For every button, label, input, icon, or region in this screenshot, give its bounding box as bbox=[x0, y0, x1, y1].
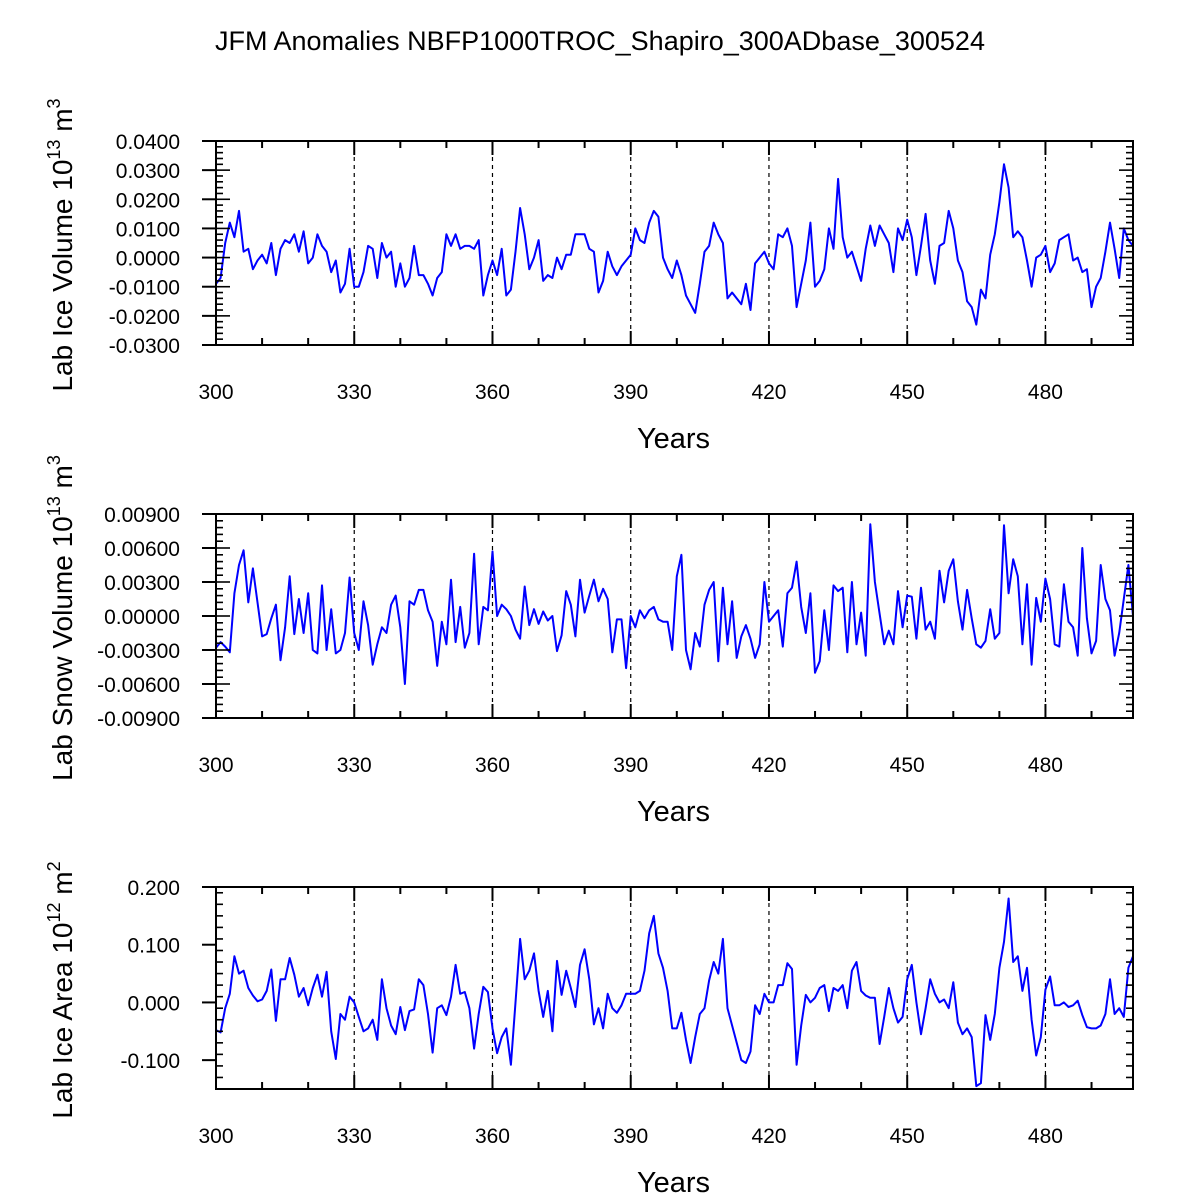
y-tick-label: 0.000 bbox=[127, 992, 180, 1015]
x-tick-label: 480 bbox=[1028, 1125, 1063, 1148]
x-axis-label: Years bbox=[637, 796, 710, 828]
y-tick-label: -0.00900 bbox=[97, 708, 180, 731]
x-tick-label: 420 bbox=[751, 1125, 786, 1148]
panel-2: 300 330 360 390 420 450 480 -0.00900 -0.00600 -0.… bbox=[44, 455, 1134, 828]
y-axis-label-exponent: 12 bbox=[44, 902, 64, 922]
x-tick-label: 330 bbox=[337, 381, 372, 404]
y-tick-label: -0.0300 bbox=[109, 335, 180, 358]
y-tick-label: 0.200 bbox=[127, 877, 180, 900]
y-axis-label-prefix: Lab Ice Area 10 bbox=[47, 923, 78, 1119]
series-line bbox=[215, 163, 1134, 326]
x-tick-label: 390 bbox=[613, 381, 648, 404]
x-tick-label: 300 bbox=[198, 754, 233, 777]
y-axis-label-unit-exponent: 3 bbox=[44, 455, 64, 465]
y-tick-label: 0.0100 bbox=[116, 218, 180, 241]
y-axis-label: Lab Ice Area 1012 m2 bbox=[44, 861, 78, 1118]
y-axis-label-unit: m bbox=[47, 465, 78, 496]
x-tick-label: 300 bbox=[198, 1125, 233, 1148]
y-tick-label: 0.100 bbox=[127, 935, 180, 958]
y-tick-label: 0.0200 bbox=[116, 189, 180, 212]
x-tick-label: 450 bbox=[890, 754, 925, 777]
y-axis-label: Lab Ice Volume 1013 m3 bbox=[44, 98, 78, 391]
panel-1: 300 330 360 390 420 450 480 -0.0300 -0.0200 -0.01… bbox=[44, 98, 1134, 455]
x-tick-label: 450 bbox=[890, 1125, 925, 1148]
y-tick-label: -0.0100 bbox=[109, 277, 180, 300]
y-tick-label: -0.0200 bbox=[109, 306, 180, 329]
y-axis-label-prefix: Lab Ice Volume 10 bbox=[47, 160, 78, 392]
y-tick-label: 0.00300 bbox=[104, 572, 180, 595]
x-tick-label: 450 bbox=[890, 381, 925, 404]
x-tick-label: 360 bbox=[475, 754, 510, 777]
plot-frame bbox=[215, 140, 1134, 346]
y-tick-label: -0.00600 bbox=[97, 674, 180, 697]
y-axis-label: Lab Snow Volume 1013 m3 bbox=[44, 455, 78, 781]
panel-3: 300 330 360 390 420 450 480 -0.100 0.000 0.100 0.2… bbox=[44, 861, 1134, 1199]
plot-frame bbox=[215, 886, 1134, 1090]
x-tick-label: 420 bbox=[751, 754, 786, 777]
y-tick-label: 0.0000 bbox=[116, 248, 180, 271]
x-tick-label: 330 bbox=[337, 754, 372, 777]
y-axis-label-unit: m bbox=[47, 871, 78, 902]
y-tick-label: -0.00300 bbox=[97, 640, 180, 663]
x-tick-label: 480 bbox=[1028, 754, 1063, 777]
x-tick-label: 480 bbox=[1028, 381, 1063, 404]
y-tick-label: 0.00900 bbox=[104, 504, 180, 527]
y-axis-label-unit-exponent: 3 bbox=[44, 98, 64, 108]
x-axis-label: Years bbox=[637, 423, 710, 455]
y-axis-label-exponent: 13 bbox=[44, 140, 64, 160]
chart-title: JFM Anomalies NBFP1000TROC_Shapiro_300AD… bbox=[215, 26, 985, 56]
y-tick-label: -0.100 bbox=[120, 1050, 180, 1073]
series-line bbox=[215, 523, 1134, 685]
y-tick-label: 0.00000 bbox=[104, 606, 180, 629]
series-line bbox=[215, 897, 1134, 1088]
x-tick-label: 330 bbox=[337, 1125, 372, 1148]
y-axis-label-unit-exponent: 2 bbox=[44, 861, 64, 871]
y-axis-label-prefix: Lab Snow Volume 10 bbox=[47, 516, 78, 781]
x-tick-label: 360 bbox=[475, 381, 510, 404]
x-axis-label: Years bbox=[637, 1167, 710, 1199]
y-axis-label-exponent: 13 bbox=[44, 496, 64, 516]
y-axis-label-unit: m bbox=[47, 108, 78, 139]
x-tick-label: 420 bbox=[751, 381, 786, 404]
y-tick-label: 0.0400 bbox=[116, 131, 180, 154]
x-tick-label: 390 bbox=[613, 754, 648, 777]
x-tick-label: 360 bbox=[475, 1125, 510, 1148]
x-tick-label: 300 bbox=[198, 381, 233, 404]
y-tick-label: 0.00600 bbox=[104, 538, 180, 561]
x-tick-label: 390 bbox=[613, 1125, 648, 1148]
y-tick-label: 0.0300 bbox=[116, 160, 180, 183]
